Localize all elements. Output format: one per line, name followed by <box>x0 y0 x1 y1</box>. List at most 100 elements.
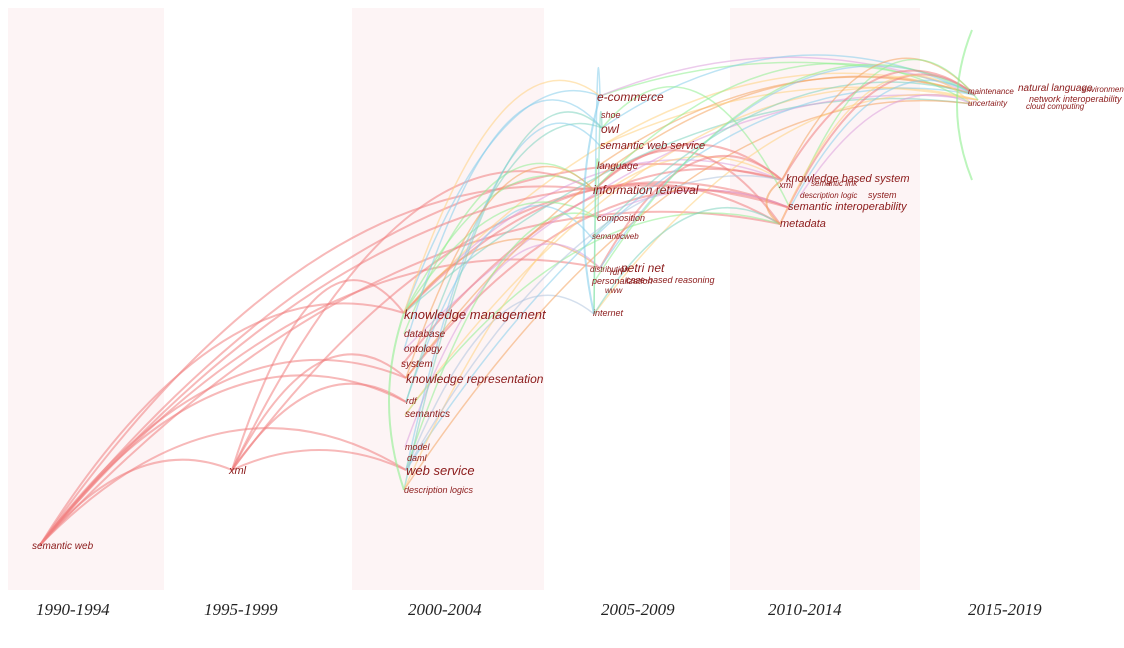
co-occurrence-edge <box>405 212 599 471</box>
keyword-knowledge-management[interactable]: knowledge management <box>404 307 546 322</box>
keyword-language[interactable]: language <box>597 161 639 172</box>
keyword-metadata[interactable]: metadata <box>780 218 826 230</box>
co-occurrence-edge <box>601 86 791 209</box>
co-occurrence-edge <box>405 122 603 403</box>
co-occurrence-edge <box>404 212 781 416</box>
co-occurrence-edge <box>593 149 781 225</box>
keyword-model[interactable]: model <box>405 442 430 452</box>
keyword-internet[interactable]: internet <box>593 308 624 318</box>
keyword-cloud-computing[interactable]: cloud computing <box>1026 102 1085 111</box>
keyword-uncertainty[interactable]: uncertainty <box>968 99 1008 108</box>
co-occurrence-edge <box>39 185 595 546</box>
co-occurrence-edge <box>405 165 595 379</box>
co-occurrence-edge <box>231 353 407 471</box>
keyword-www[interactable]: www <box>605 286 623 295</box>
co-occurrence-edge <box>593 62 973 191</box>
keyword-description-logic[interactable]: description logic <box>800 191 858 200</box>
keyword-personalization[interactable]: personalization <box>592 276 653 286</box>
co-occurrence-edge <box>593 158 599 315</box>
co-occurrence-edge <box>403 99 973 491</box>
co-occurrence-edge <box>39 184 791 546</box>
keyword-description-logics[interactable]: description logics <box>404 485 474 495</box>
co-occurrence-edge <box>39 258 601 546</box>
co-occurrence-edge <box>405 294 595 471</box>
keyword-knowledge-representation[interactable]: knowledge representation <box>406 372 544 386</box>
period-label-2015-2019: 2015-2019 <box>968 600 1042 619</box>
co-occurrence-edge <box>39 210 781 546</box>
keyword-system-2010[interactable]: system <box>868 190 897 200</box>
co-occurrence-edge <box>231 170 595 471</box>
period-label-2010-2014: 2010-2014 <box>768 600 842 619</box>
keyword-semantics[interactable]: semantics <box>405 409 451 420</box>
keyword-semantic-web[interactable]: semantic web <box>32 541 94 552</box>
keyword-knowledge-based-system[interactable]: knowledge based system <box>786 173 910 185</box>
keyword-xml-2010[interactable]: xml <box>779 180 793 190</box>
keyword-natural-language[interactable]: natural language <box>1018 83 1093 94</box>
period-label-1990-1994: 1990-1994 <box>36 600 110 619</box>
keyword-composition[interactable]: composition <box>597 213 646 223</box>
keyword-shoe[interactable]: shoe <box>601 110 621 120</box>
keyword-environment[interactable]: environment <box>1082 85 1124 94</box>
co-occurrence-edge <box>403 99 603 351</box>
keyword-semantic-interoperability[interactable]: semantic interoperability <box>788 201 907 213</box>
keyword-xml[interactable]: xml <box>229 465 247 477</box>
keyword-semantic-web-service[interactable]: semantic web service <box>600 140 706 152</box>
co-occurrence-edge <box>405 204 593 403</box>
period-band-2000-2004 <box>352 8 544 590</box>
co-occurrence-edge <box>779 73 976 225</box>
keyword-rdf-2005[interactable]: rdf <box>610 268 620 277</box>
co-occurrence-edge <box>405 175 783 471</box>
co-occurrence-edge <box>799 59 979 187</box>
co-occurrence-edge <box>599 56 976 97</box>
keyword-semantic-link[interactable]: semantic link <box>811 179 858 188</box>
co-occurrence-edge <box>403 155 783 491</box>
co-occurrence-edge <box>39 374 407 546</box>
co-occurrence-edge <box>403 158 783 314</box>
keyword-case-based-reasoning[interactable]: case-based reasoning <box>626 275 715 285</box>
keyword-ontology[interactable]: ontology <box>404 344 442 355</box>
keyword-information-retrieval[interactable]: information retrieval <box>593 183 699 197</box>
co-occurrence-edge <box>599 155 783 269</box>
within-period-edge <box>765 179 783 225</box>
co-occurrence-edge <box>39 427 407 546</box>
keyword-database[interactable]: database <box>404 329 446 340</box>
co-occurrence-edge <box>599 86 979 147</box>
co-occurrence-edge <box>39 302 405 546</box>
keyword-semanticweb[interactable]: semanticweb <box>592 232 639 241</box>
keyword-network-interoperability[interactable]: network interoperability <box>1029 94 1122 104</box>
keyword-petri-net[interactable]: petri net <box>621 261 665 275</box>
co-occurrence-edge <box>403 94 979 351</box>
keyword-e-commerce[interactable]: e-commerce <box>597 90 664 104</box>
co-occurrence-edge <box>789 79 976 209</box>
co-occurrence-edge <box>403 72 976 314</box>
co-occurrence-edge <box>597 76 976 167</box>
co-occurrence-edge <box>401 167 783 366</box>
co-occurrence-edge <box>403 90 601 314</box>
co-occurrence-edge <box>779 74 973 225</box>
co-occurrence-edge <box>404 86 979 416</box>
keyword-web-service[interactable]: web service <box>406 463 475 478</box>
keyword-maintenance[interactable]: maintenance <box>968 87 1014 96</box>
co-occurrence-edge <box>781 57 971 181</box>
within-period-edge <box>388 312 405 491</box>
within-period-edge <box>956 29 973 181</box>
co-occurrence-edge <box>403 79 601 314</box>
period-label-1995-1999: 1995-1999 <box>204 600 278 619</box>
co-occurrence-edge <box>231 449 407 471</box>
keyword-owl[interactable]: owl <box>601 122 620 136</box>
keyword-system[interactable]: system <box>401 359 433 370</box>
keyword-distribution[interactable]: distribution <box>590 265 629 274</box>
co-occurrence-edge <box>799 94 973 197</box>
co-occurrence-edge <box>591 81 976 239</box>
period-label-2005-2009: 2005-2009 <box>601 600 675 619</box>
within-period-edge <box>582 95 601 315</box>
co-occurrence-edge <box>593 206 781 315</box>
co-occurrence-edge <box>231 279 405 471</box>
co-occurrence-edge <box>403 111 603 491</box>
period-label-2000-2004: 2000-2004 <box>408 600 482 619</box>
keyword-daml[interactable]: daml <box>407 453 427 463</box>
co-occurrence-edge <box>403 97 973 314</box>
keyword-rdf[interactable]: rdf <box>406 396 417 406</box>
